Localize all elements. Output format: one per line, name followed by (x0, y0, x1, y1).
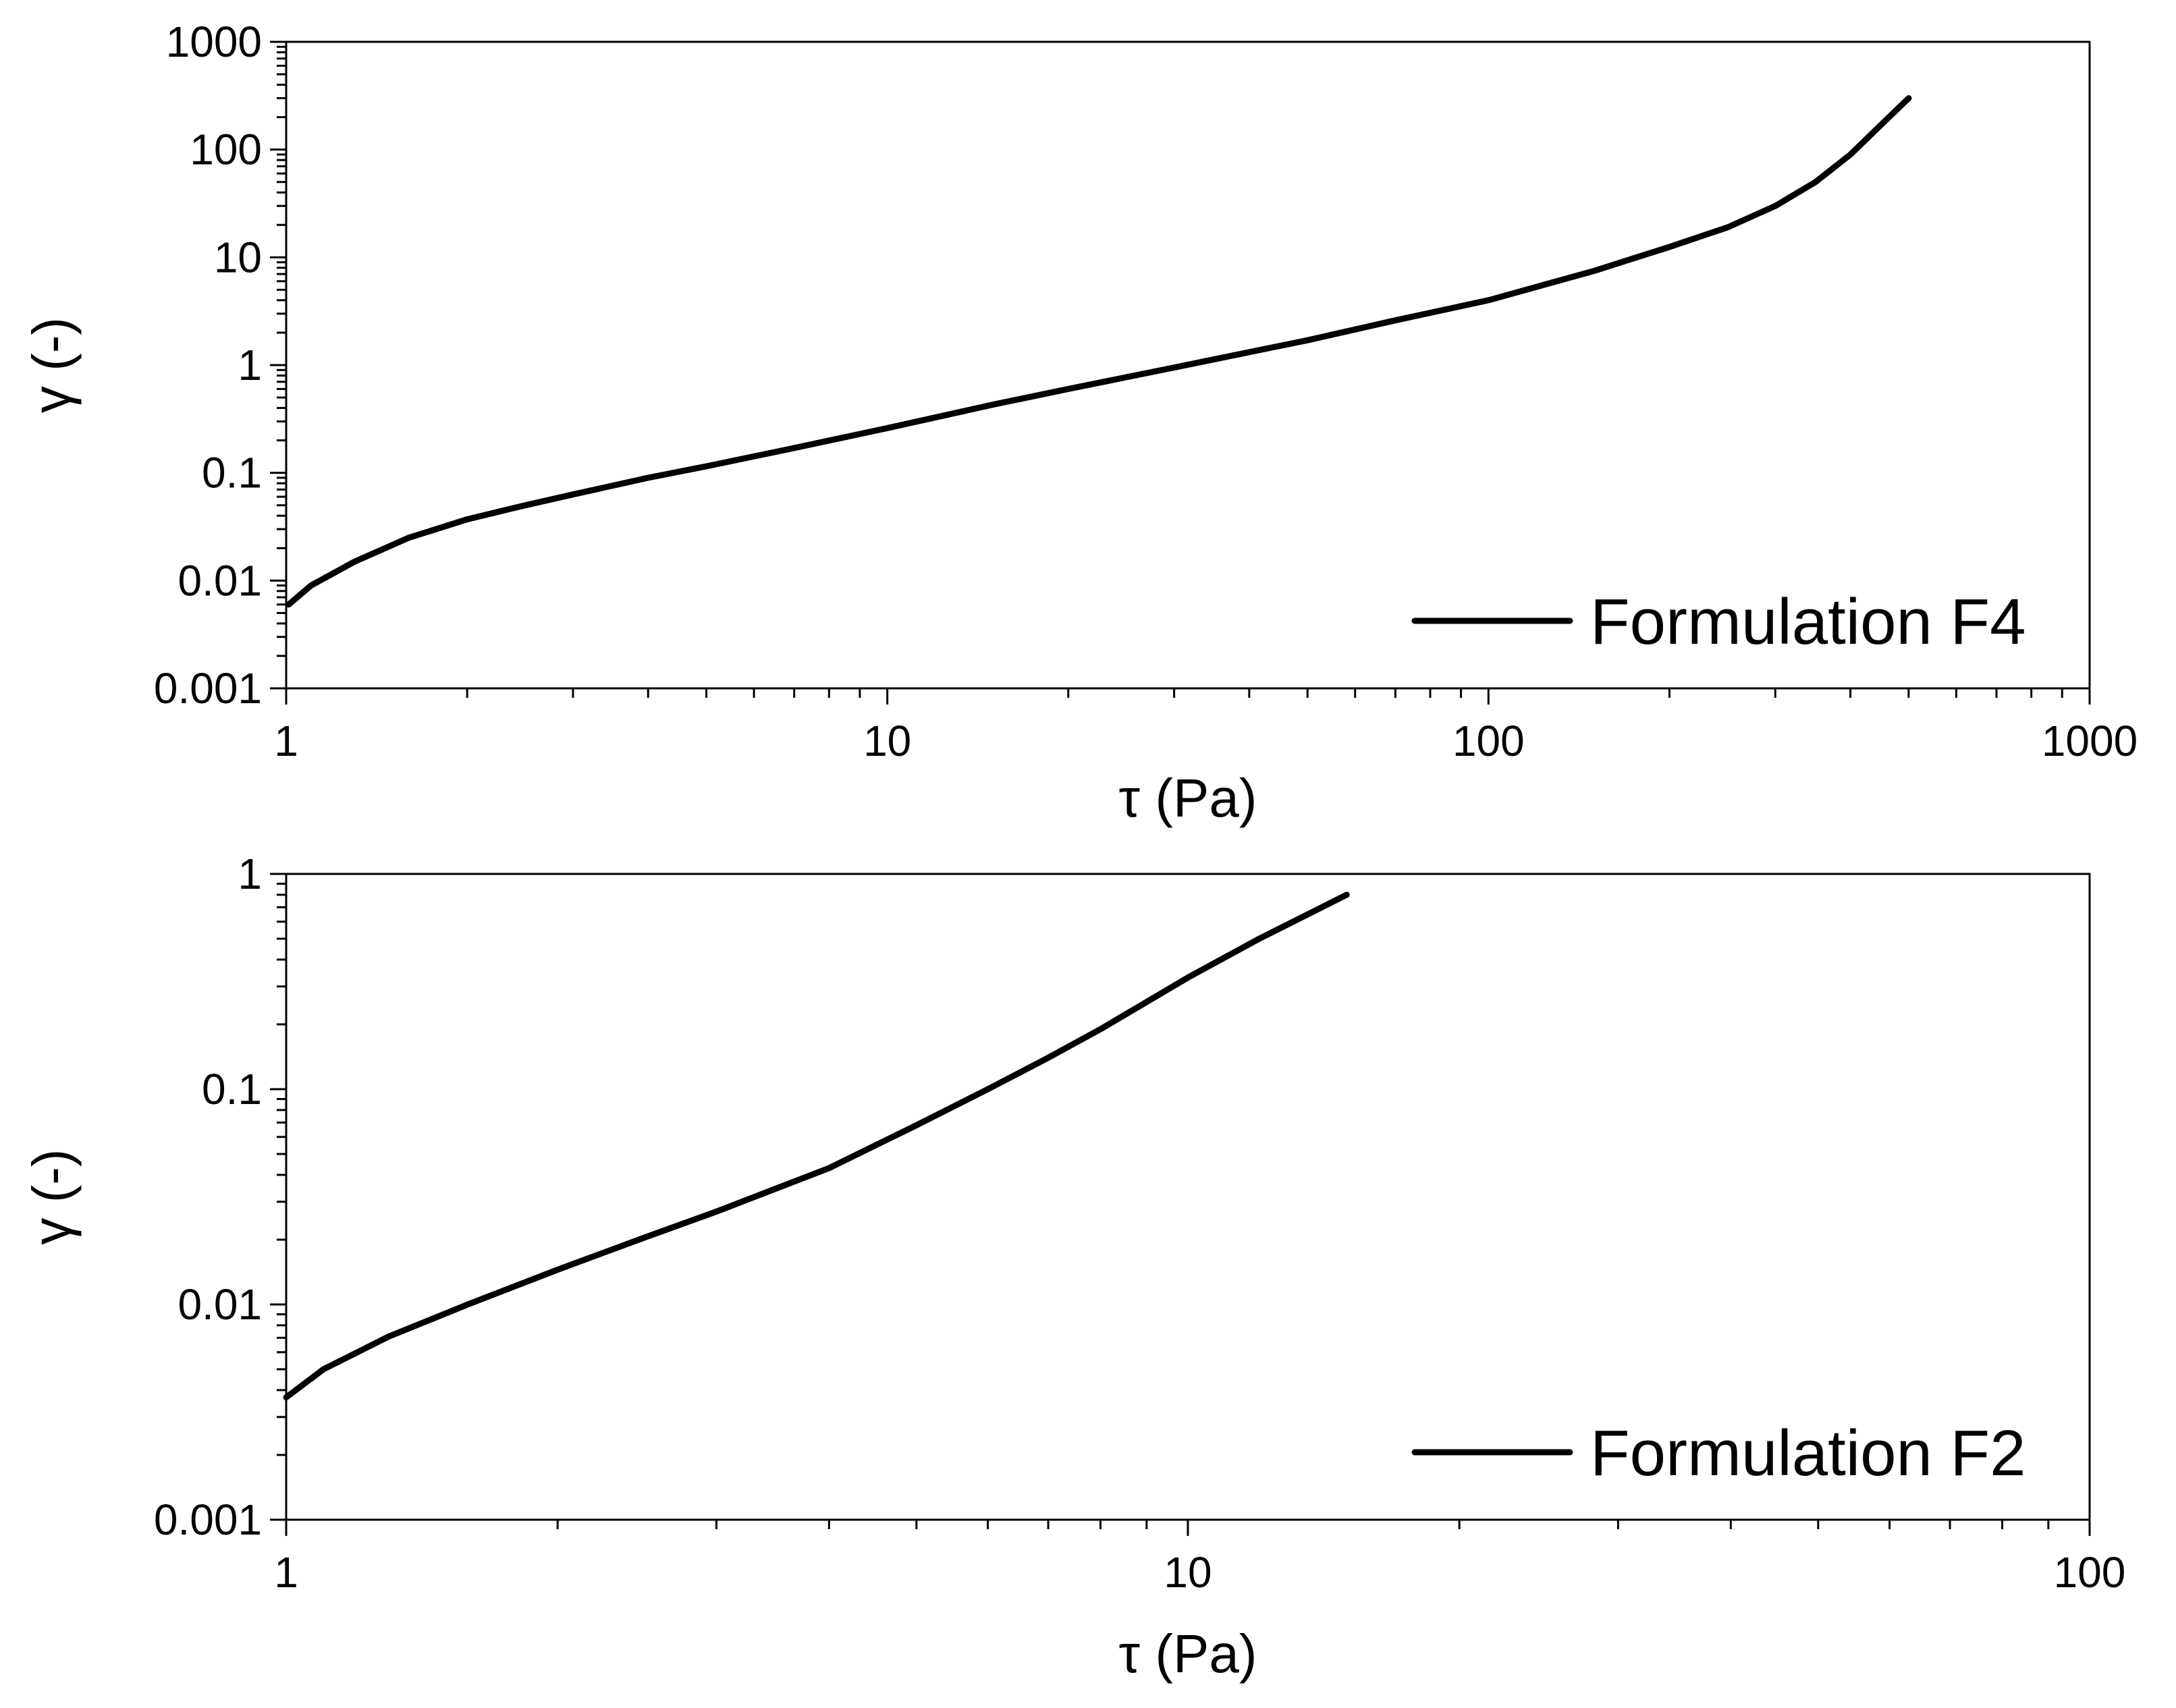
x-tick-label: 100 (2054, 1548, 2126, 1597)
y-tick-label: 0.1 (202, 449, 262, 497)
y-tick-label: 10 (214, 233, 262, 281)
y-tick-label: 0.01 (178, 556, 262, 605)
y-tick-label: 1000 (166, 18, 262, 66)
y-axis-title: γ (-) (22, 1149, 82, 1244)
x-tick-label: 10 (1164, 1548, 1212, 1597)
chart-top-formulation-f4: 1 10 100 1000 0.001 0.01 0.1 1 10 100 1000 τ (Pa) γ … (22, 18, 2138, 828)
x-tick-label: 10 (863, 717, 911, 765)
y-tick-label: 0.001 (154, 1495, 262, 1544)
y-tick-label: 0.01 (178, 1280, 262, 1329)
series-line-1 (283, 891, 1350, 1401)
legend-label: Formulation F4 (1590, 586, 2026, 658)
y-tick-label: 1 (238, 341, 262, 389)
x-tick-label: 1000 (2042, 717, 2138, 765)
x-tick-label: 100 (1452, 717, 1525, 765)
x-axis-title: τ (Pa) (1119, 1624, 1257, 1684)
chart-bottom-formulation-f2: 1 10 100 0.001 0.01 0.1 1 τ (Pa) γ (-) Formulatio… (22, 850, 2125, 1684)
y-axis-title: γ (-) (22, 317, 82, 413)
x-tick-label: 1 (274, 1548, 298, 1597)
y-tick-label: 1 (238, 850, 262, 898)
series-line-1 (285, 95, 1912, 608)
legend-label: Formulation F2 (1590, 1417, 2026, 1489)
x-tick-label: 1 (274, 717, 298, 765)
x-axis-title: τ (Pa) (1119, 768, 1257, 828)
y-tick-label: 0.001 (154, 664, 262, 713)
y-tick-label: 0.1 (202, 1065, 262, 1113)
y-tick-label: 100 (190, 126, 262, 174)
